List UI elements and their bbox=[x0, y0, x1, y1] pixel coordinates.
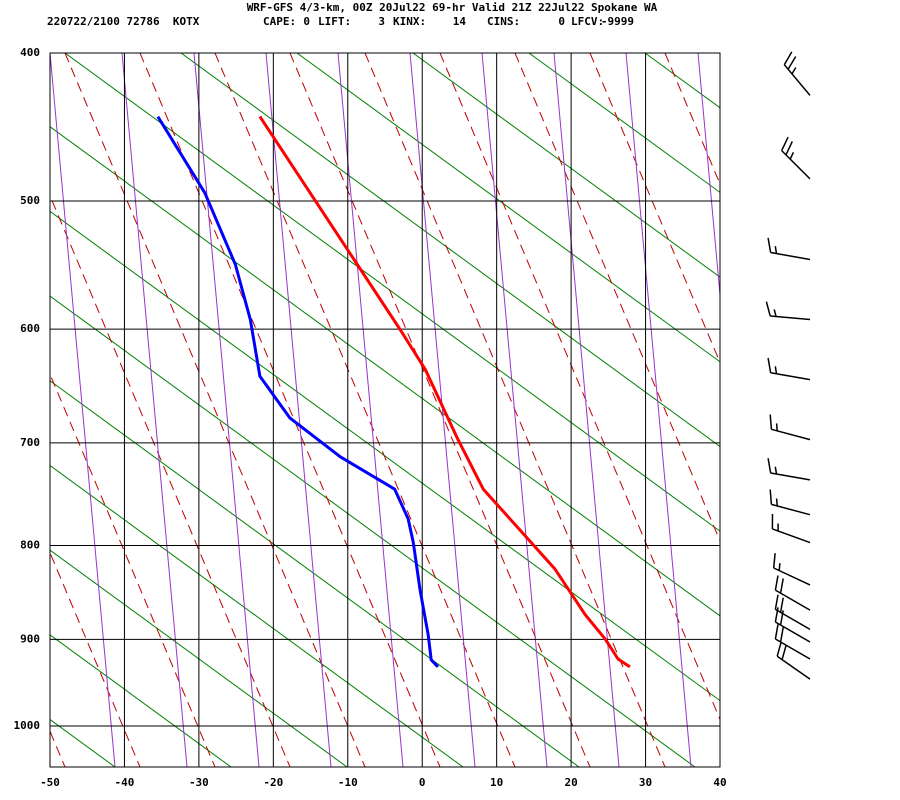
dry-adiabat bbox=[50, 295, 696, 767]
wind-barb bbox=[769, 414, 811, 441]
y-tick-label: 600 bbox=[20, 322, 40, 335]
index-value: 3 bbox=[378, 15, 385, 28]
isopleth bbox=[121, 53, 188, 767]
wind-barb bbox=[774, 594, 811, 631]
profiles bbox=[156, 115, 631, 669]
moist-adiabat bbox=[50, 194, 291, 767]
wind-barb bbox=[769, 489, 811, 516]
profile-line bbox=[258, 115, 631, 669]
plot-frame bbox=[49, 52, 721, 768]
y-tick-label: 700 bbox=[20, 436, 40, 449]
x-tick-label: 40 bbox=[713, 776, 726, 789]
index-value: 0 bbox=[303, 15, 310, 28]
isopleth bbox=[409, 53, 476, 767]
dry-adiabat bbox=[180, 53, 720, 448]
dry-adiabat bbox=[64, 53, 720, 532]
dry-adiabat bbox=[50, 549, 348, 767]
x-tick-label: -20 bbox=[263, 776, 283, 789]
x-tick-label: 30 bbox=[639, 776, 652, 789]
dry-adiabat bbox=[50, 380, 580, 767]
wind-barb bbox=[781, 136, 811, 180]
index-label: LIFT: bbox=[318, 15, 351, 28]
index-label: LFCV: bbox=[571, 15, 604, 28]
moist-adiabat bbox=[664, 53, 720, 186]
wind-barb bbox=[765, 301, 811, 321]
x-tick-label: -30 bbox=[189, 776, 209, 789]
moist-adiabat bbox=[289, 53, 591, 767]
y-tick-label: 1000 bbox=[14, 719, 41, 732]
wind-barb bbox=[774, 575, 811, 611]
x-tick-label: -50 bbox=[40, 776, 60, 789]
y-tick-label: 900 bbox=[20, 632, 40, 645]
moist-adiabat bbox=[439, 53, 720, 721]
y-tick-label: 400 bbox=[20, 46, 40, 59]
x-tick-label: -10 bbox=[338, 776, 358, 789]
wind-barb bbox=[776, 641, 811, 680]
wind-barb bbox=[771, 513, 811, 544]
moist-adiabat bbox=[139, 53, 441, 767]
x-tick-label: -40 bbox=[115, 776, 135, 789]
dry-adiabat bbox=[50, 634, 232, 767]
wind-barb bbox=[767, 458, 811, 481]
dry-adiabat bbox=[50, 126, 720, 617]
wind-barb bbox=[772, 553, 811, 586]
y-tick-label: 500 bbox=[20, 194, 40, 207]
moist-adiabat bbox=[50, 373, 216, 767]
chart-title: WRF-GFS 4/3-km, 00Z 20Jul22 69-hr Valid … bbox=[247, 1, 658, 14]
isopleth bbox=[697, 53, 720, 301]
wind-barb bbox=[767, 357, 811, 381]
isopleth bbox=[50, 53, 116, 767]
index-value: 0 bbox=[558, 15, 565, 28]
x-tick-label: 20 bbox=[564, 776, 577, 789]
isopleth bbox=[553, 53, 620, 767]
y-tick-label: 800 bbox=[20, 538, 40, 551]
wind-barb bbox=[774, 607, 811, 643]
wind-barb bbox=[783, 51, 811, 96]
x-tick-label: 10 bbox=[490, 776, 503, 789]
wind-barbs bbox=[765, 51, 811, 680]
isopleth bbox=[625, 53, 692, 767]
isopleth bbox=[265, 53, 332, 767]
index-value: -9999 bbox=[601, 15, 634, 28]
moist-adiabat bbox=[214, 53, 516, 767]
index-value: 14 bbox=[453, 15, 467, 28]
index-label: CAPE: bbox=[263, 15, 296, 28]
dry-adiabat bbox=[528, 53, 720, 194]
dry-adiabat bbox=[50, 464, 464, 767]
moist-adiabat bbox=[64, 53, 366, 767]
profile-line bbox=[156, 115, 439, 668]
dry-adiabat bbox=[50, 210, 720, 702]
isopleth bbox=[337, 53, 404, 767]
index-label: CINS: bbox=[487, 15, 520, 28]
x-tick-label: 0 bbox=[419, 776, 426, 789]
moist-adiabat bbox=[50, 551, 141, 767]
reference-lines bbox=[50, 53, 720, 767]
isopleth bbox=[481, 53, 548, 767]
dry-adiabat bbox=[296, 53, 720, 363]
station-stamp: 220722/2100 72786 KOTX bbox=[47, 15, 200, 28]
moist-adiabat bbox=[589, 53, 720, 364]
dry-adiabat bbox=[412, 53, 720, 278]
wind-barb bbox=[767, 237, 811, 261]
index-label: KINX: bbox=[393, 15, 426, 28]
isopleth bbox=[193, 53, 260, 767]
